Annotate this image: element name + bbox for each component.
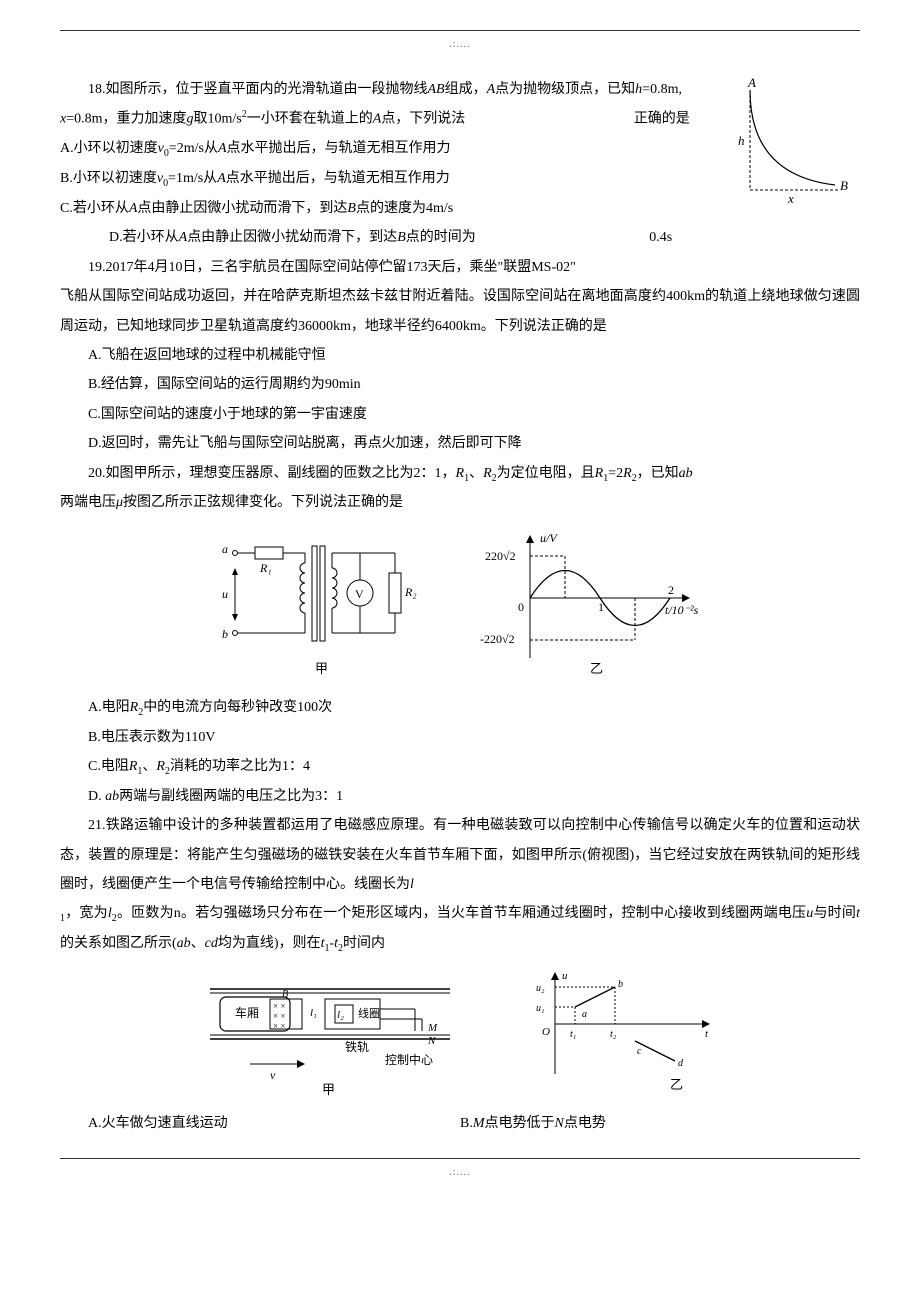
svg-text:线圈: 线圈 xyxy=(358,1006,380,1020)
svg-text:u₁: u₁ xyxy=(536,1003,544,1014)
svg-text:d: d xyxy=(678,1058,684,1069)
svg-text:V: V xyxy=(355,587,364,601)
q21-stem-line2: 1，宽为l2。匝数为n。若匀强磁场只分布在一个矩形区域内，当火车首节车厢通过线圈… xyxy=(60,899,860,959)
svg-text:l₂: l₂ xyxy=(337,1009,344,1021)
svg-text:b: b xyxy=(222,627,228,641)
svg-text:M: M xyxy=(427,1022,438,1034)
q19-opt-b: B.经估算，国际空间站的运行周期约为90min xyxy=(60,370,860,399)
svg-text:v: v xyxy=(270,1068,276,1082)
q18-label-a: A xyxy=(747,75,756,90)
q18-label-b: B xyxy=(840,178,848,193)
q20-fig-yi: u/V t/10⁻²s 220√2 -220√2 0 1 2 乙 xyxy=(480,528,700,683)
svg-text:B: B xyxy=(282,989,288,1000)
header-mark: .:.... xyxy=(60,34,860,55)
svg-text:甲: 甲 xyxy=(322,1082,335,1097)
svg-text:c: c xyxy=(637,1046,642,1057)
svg-text:乙: 乙 xyxy=(670,1077,683,1092)
q19-stem-line2: 飞船从国际空间站成功返回，并在哈萨克斯坦杰兹卡兹甘附近着陆。设国际空间站在离地面… xyxy=(60,282,860,341)
q20-fig-jia: a b u R₁ xyxy=(220,528,420,683)
svg-text:铁轨: 铁轨 xyxy=(345,1040,369,1054)
svg-text:220√2: 220√2 xyxy=(485,549,516,563)
q20-opt-c: C.电阻R1、R2消耗的功率之比为1：4 xyxy=(60,752,860,782)
q19-opt-a: A.飞船在返回地球的过程中机械能守恒 xyxy=(60,341,860,370)
q19-opt-d: D.返回时，需先让飞船与国际空间站脱离，再点火加速，然后即可下降 xyxy=(60,429,860,458)
header-rule xyxy=(60,30,860,31)
q21-fig-yi: u t O a b c d u₂ u₁ t₁ t₂ 乙 xyxy=(520,969,720,1099)
svg-text:t₂: t₂ xyxy=(610,1029,617,1040)
svg-text:R₂: R₂ xyxy=(404,585,417,599)
svg-text:t: t xyxy=(705,1028,709,1040)
svg-text:1: 1 xyxy=(598,600,604,614)
svg-text:a: a xyxy=(222,542,228,556)
q21-opt-b: B.M点电势低于N点电势 xyxy=(460,1109,860,1138)
svg-text:控制中心: 控制中心 xyxy=(385,1052,433,1067)
svg-text:u: u xyxy=(222,587,228,601)
q19-stem-line1: 19.2017年4月10日，三名宇航员在国际空间站停伫留173天后，乘坐"联盟M… xyxy=(60,253,860,282)
svg-text:× ×: × × xyxy=(273,1021,285,1031)
q19-opt-c: C.国际空间站的速度小于地球的第一宇宙速度 xyxy=(60,400,860,429)
svg-text:甲: 甲 xyxy=(315,661,328,676)
svg-text:l₁: l₁ xyxy=(310,1007,317,1019)
q21-figures: 车厢 × × × × × × B l₁ l₂ 线圈 M N 铁轨 控制中心 xyxy=(60,969,860,1099)
svg-text:R₁: R₁ xyxy=(259,561,272,575)
svg-text:2: 2 xyxy=(668,583,674,597)
q18-label-h: h xyxy=(738,133,745,148)
svg-text:u/V: u/V xyxy=(540,531,558,545)
svg-text:O: O xyxy=(542,1026,550,1038)
q20-opt-a: A.电阳R2中的电流方向每秒钟改变100次 xyxy=(60,693,860,723)
svg-text:b: b xyxy=(618,979,623,990)
q18-opt-d: D.若小环从A点由静止因微小扰幼而滑下，到达B点的时间为 0.4s xyxy=(60,223,860,252)
q20-figures: a b u R₁ xyxy=(60,528,860,683)
q18-label-x: x xyxy=(787,191,794,205)
svg-text:× ×: × × xyxy=(273,1001,285,1011)
q21-fig-jia: 车厢 × × × × × × B l₁ l₂ 线圈 M N 铁轨 控制中心 xyxy=(200,969,460,1099)
svg-text:u: u xyxy=(562,970,568,982)
q21-options-row: A.火车做匀速直线运动 B.M点电势低于N点电势 xyxy=(60,1109,860,1138)
svg-text:车厢: 车厢 xyxy=(235,1005,259,1020)
svg-text:u₂: u₂ xyxy=(536,983,545,994)
svg-text:N: N xyxy=(427,1035,436,1047)
svg-text:t₁: t₁ xyxy=(570,1029,576,1040)
q21-opt-a: A.火车做匀速直线运动 xyxy=(60,1109,460,1138)
q20-opt-d: D. ab两端与副线圈两端的电压之比为3：1 xyxy=(60,782,860,811)
q18-figure: A B h x xyxy=(730,75,860,205)
svg-text:t/10⁻²s: t/10⁻²s xyxy=(665,603,699,617)
q20-opt-b: B.电压表示数为110V xyxy=(60,723,860,752)
svg-text:乙: 乙 xyxy=(590,661,603,676)
svg-text:× ×: × × xyxy=(273,1011,285,1021)
q20-stem-line2: 两端电压μ按图乙所示正弦规律变化。下列说法正确的是 xyxy=(60,488,860,517)
footer-mark: .:.... xyxy=(60,1158,860,1183)
svg-text:-220√2: -220√2 xyxy=(480,632,515,646)
q20-stem-line1: 20.如图甲所示，理想变压器原、副线圈的匝数之比为2：1，R1、R2为定位电阻，… xyxy=(60,459,860,489)
svg-text:a: a xyxy=(582,1009,587,1020)
svg-text:0: 0 xyxy=(518,600,524,614)
q21-stem-line1: 21.铁路运输中设计的多种装置都运用了电磁感应原理。有一种电磁装致可以向控制中心… xyxy=(60,811,860,899)
